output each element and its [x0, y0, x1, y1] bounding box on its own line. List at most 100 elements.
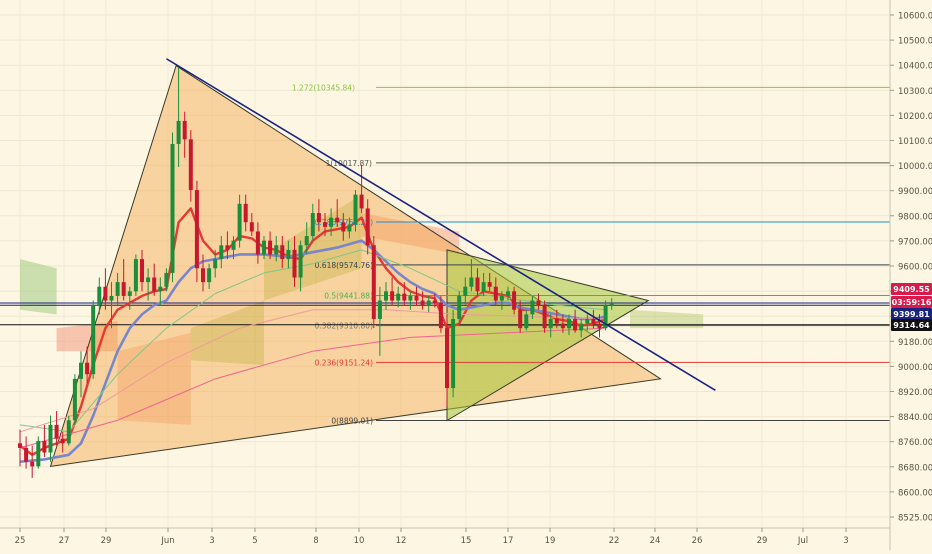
candle-body[interactable]	[469, 277, 474, 287]
candle-body[interactable]	[42, 441, 47, 453]
candle-body[interactable]	[365, 208, 370, 246]
candle-body[interactable]	[530, 300, 535, 315]
candle-body[interactable]	[377, 300, 382, 319]
candle-body[interactable]	[506, 291, 510, 296]
candle-body[interactable]	[231, 240, 236, 250]
candle-body[interactable]	[79, 362, 83, 379]
candle-body[interactable]	[286, 249, 291, 260]
candle-body[interactable]	[152, 277, 157, 292]
candle-body[interactable]	[402, 293, 407, 301]
candle-body[interactable]	[97, 286, 102, 306]
candle-body[interactable]	[554, 318, 559, 324]
candle-body[interactable]	[36, 441, 41, 467]
candle-body[interactable]	[493, 286, 498, 301]
candle-body[interactable]	[451, 318, 456, 389]
candle-body[interactable]	[359, 194, 364, 209]
candle-body[interactable]	[585, 318, 590, 324]
candle-body[interactable]	[463, 286, 468, 296]
candle-body[interactable]	[213, 259, 218, 269]
candle-body[interactable]	[347, 224, 352, 232]
candle-body[interactable]	[335, 217, 340, 223]
candle-body[interactable]	[597, 323, 602, 329]
candle-body[interactable]	[182, 120, 187, 140]
candle-body[interactable]	[609, 302, 614, 306]
candle-body[interactable]	[567, 318, 571, 329]
candle-body[interactable]	[176, 120, 181, 144]
candle-body[interactable]	[60, 438, 65, 444]
candle-body[interactable]	[219, 245, 224, 260]
candle-body[interactable]	[396, 293, 401, 301]
candle-body[interactable]	[432, 300, 437, 303]
candle-body[interactable]	[255, 231, 260, 255]
candle-body[interactable]	[268, 240, 273, 255]
candle-body[interactable]	[304, 236, 309, 246]
candle-body[interactable]	[18, 443, 22, 448]
candle-body[interactable]	[384, 291, 388, 301]
candle-body[interactable]	[249, 222, 254, 232]
candle-body[interactable]	[164, 272, 169, 287]
candle-body[interactable]	[524, 314, 529, 329]
candle-body[interactable]	[274, 245, 279, 255]
candle-body[interactable]	[414, 295, 419, 301]
candle-body[interactable]	[445, 328, 449, 389]
candle-body[interactable]	[133, 259, 138, 292]
candle-body[interactable]	[518, 309, 523, 329]
candle-body[interactable]	[54, 424, 59, 439]
candle-body[interactable]	[85, 362, 90, 375]
candle-body[interactable]	[353, 194, 358, 225]
candle-body[interactable]	[323, 222, 327, 227]
candle-body[interactable]	[24, 447, 29, 462]
candle-body[interactable]	[298, 245, 303, 278]
candle-body[interactable]	[536, 300, 541, 306]
candle-body[interactable]	[542, 305, 547, 329]
candle-body[interactable]	[188, 139, 193, 191]
candle-body[interactable]	[121, 282, 126, 296]
candle-body[interactable]	[487, 282, 492, 287]
candle-body[interactable]	[237, 203, 242, 241]
candle-body[interactable]	[475, 277, 480, 292]
candle-body[interactable]	[390, 291, 395, 301]
candle-body[interactable]	[310, 213, 315, 237]
candle-body[interactable]	[280, 245, 285, 260]
candle-body[interactable]	[201, 268, 205, 283]
candle-body[interactable]	[420, 300, 425, 306]
candle-body[interactable]	[579, 323, 584, 331]
time-axis[interactable]: 25 27 29 Jun 3 5 8 10 12 15 17 19 22 24 26 29 Jul 3	[15, 528, 849, 546]
candle-body[interactable]	[262, 240, 266, 255]
candle-body[interactable]	[438, 302, 443, 329]
candle-body[interactable]	[48, 424, 53, 453]
candle-body[interactable]	[91, 305, 96, 375]
candle-body[interactable]	[316, 213, 321, 223]
candle-body[interactable]	[158, 286, 163, 292]
candle-body[interactable]	[548, 318, 553, 329]
candle-body[interactable]	[170, 143, 175, 273]
candle-body[interactable]	[225, 245, 230, 250]
candle-body[interactable]	[426, 300, 431, 306]
candle-body[interactable]	[408, 295, 413, 301]
candle-body[interactable]	[292, 249, 297, 278]
candle-body[interactable]	[457, 295, 462, 319]
candle-body[interactable]	[573, 318, 578, 331]
candle-body[interactable]	[127, 291, 132, 296]
candle-body[interactable]	[329, 217, 334, 227]
candle-body[interactable]	[512, 291, 517, 310]
candle-body[interactable]	[481, 282, 486, 292]
candle-body[interactable]	[603, 305, 608, 329]
candle-body[interactable]	[341, 222, 346, 232]
candle-body[interactable]	[243, 203, 248, 223]
candle-body[interactable]	[146, 277, 151, 283]
candle-body[interactable]	[591, 318, 596, 324]
candle-body[interactable]	[194, 190, 199, 269]
descending-trendline[interactable]	[165, 58, 716, 392]
candle-body[interactable]	[207, 268, 212, 283]
candle-body[interactable]	[560, 323, 565, 329]
candle-body[interactable]	[103, 286, 108, 301]
candle-body[interactable]	[115, 282, 120, 296]
candle-body[interactable]	[66, 420, 71, 444]
candle-body[interactable]	[30, 461, 35, 467]
candle-body[interactable]	[72, 378, 77, 421]
candle-body[interactable]	[499, 295, 504, 301]
candle-body[interactable]	[371, 245, 376, 319]
candle-body[interactable]	[140, 259, 144, 283]
